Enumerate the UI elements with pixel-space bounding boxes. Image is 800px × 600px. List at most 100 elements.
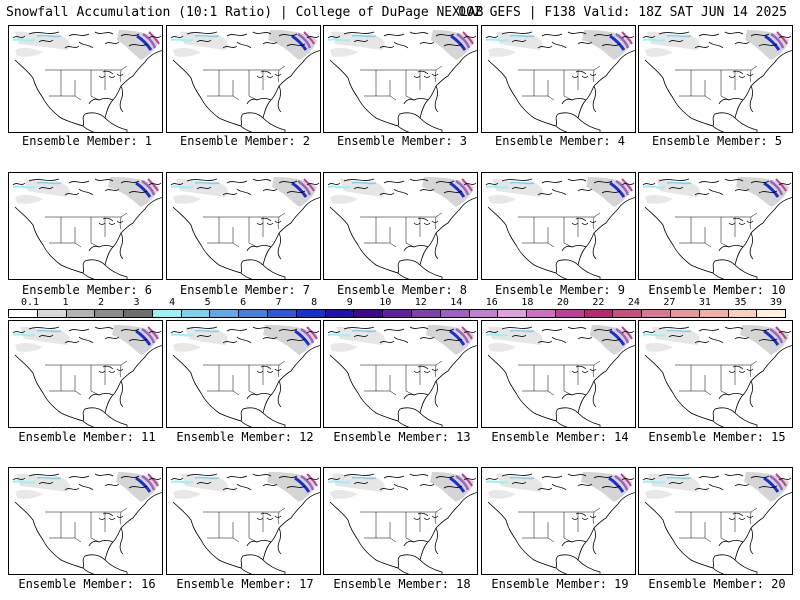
- colorbar-swatch: [642, 310, 671, 317]
- ensemble-member-map: [638, 172, 793, 280]
- colorbar-tick-label: 22: [592, 297, 605, 308]
- north-america-map: [9, 26, 162, 132]
- ensemble-member-map: [481, 172, 636, 280]
- colorbar-swatch: [555, 310, 585, 317]
- ensemble-member-caption: Ensemble Member: 12: [176, 430, 314, 444]
- ensemble-member-caption: Ensemble Member: 13: [333, 430, 471, 444]
- colorbar-swatch: [95, 310, 125, 317]
- north-america-map: [324, 173, 477, 279]
- colorbar-tick-label: 18: [521, 297, 534, 308]
- ensemble-member-map: [323, 467, 478, 575]
- ensemble-member-caption: Ensemble Member: 10: [648, 283, 786, 297]
- ensemble-member-caption: Ensemble Member: 20: [648, 577, 786, 591]
- colorbar-labels: 0.1 1 2 3 4 5 6 7 8 9 10 12 14 16 18 20 22 24 27 31 35 39: [8, 297, 788, 309]
- colorbar-swatch: [383, 310, 412, 317]
- north-america-map: [167, 468, 320, 574]
- north-america-map: [639, 173, 792, 279]
- model-run-info: 00Z GEFS | F138 Valid: 18Z SAT JUN 14 20…: [458, 5, 787, 20]
- north-america-map: [324, 26, 477, 132]
- north-america-map: [167, 321, 320, 427]
- colorbar-tick-label: 8: [311, 297, 318, 308]
- ensemble-member-map: [323, 25, 478, 133]
- north-america-map: [482, 173, 635, 279]
- colorbar-tick-label: 31: [698, 297, 711, 308]
- ensemble-member-map: [481, 320, 636, 428]
- colorbar-tick-label: 24: [627, 297, 640, 308]
- ensemble-member-caption: Ensemble Member: 2: [179, 134, 311, 148]
- ensemble-member-caption: Ensemble Member: 15: [648, 430, 786, 444]
- colorbar-swatch: [210, 310, 240, 317]
- colorbar-swatch: [152, 310, 182, 317]
- colorbar-swatch: [124, 310, 153, 317]
- ensemble-member-caption: Ensemble Member: 11: [18, 430, 156, 444]
- colorbar-tick-label: 20: [556, 297, 569, 308]
- colorbar-tick-label: 27: [663, 297, 676, 308]
- colorbar: [8, 309, 786, 318]
- colorbar-swatch: [498, 310, 528, 317]
- colorbar-swatch: [728, 310, 758, 317]
- ensemble-member-map: [481, 25, 636, 133]
- colorbar-tick-label: 1: [62, 297, 69, 308]
- ensemble-member-map: [166, 25, 321, 133]
- ensemble-member-caption: Ensemble Member: 3: [336, 134, 468, 148]
- ensemble-member-map: [166, 467, 321, 575]
- colorbar-swatch: [699, 310, 729, 317]
- colorbar-swatch: [239, 310, 269, 317]
- colorbar-swatch: [469, 310, 499, 317]
- north-america-map: [324, 468, 477, 574]
- ensemble-member-caption: Ensemble Member: 1: [21, 134, 153, 148]
- ensemble-member-caption: Ensemble Member: 19: [491, 577, 629, 591]
- colorbar-tick-label: 0.1: [20, 297, 40, 308]
- colorbar-swatch: [181, 310, 211, 317]
- north-america-map: [167, 26, 320, 132]
- colorbar-swatch: [584, 310, 614, 317]
- ensemble-member-map: [323, 320, 478, 428]
- north-america-map: [482, 468, 635, 574]
- colorbar-swatch: [268, 310, 297, 317]
- ensemble-member-map: [638, 467, 793, 575]
- north-america-map: [639, 26, 792, 132]
- colorbar-swatch: [9, 310, 38, 317]
- colorbar-tick-label: 10: [379, 297, 392, 308]
- ensemble-member-map: [8, 320, 163, 428]
- ensemble-member-map: [166, 172, 321, 280]
- map-title: Snowfall Accumulation (10:1 Ratio) | Col…: [6, 5, 484, 20]
- ensemble-member-caption: Ensemble Member: 4: [494, 134, 626, 148]
- ensemble-member-caption: Ensemble Member: 5: [651, 134, 783, 148]
- colorbar-tick-label: 12: [414, 297, 427, 308]
- colorbar-swatch: [296, 310, 326, 317]
- ensemble-member-map: [481, 467, 636, 575]
- colorbar-tick-label: 7: [275, 297, 282, 308]
- ensemble-member-map: [8, 172, 163, 280]
- north-america-map: [167, 173, 320, 279]
- colorbar-swatch: [670, 310, 700, 317]
- ensemble-member-map: [166, 320, 321, 428]
- colorbar-swatch: [757, 310, 786, 317]
- colorbar-tick-label: 6: [240, 297, 247, 308]
- ensemble-member-caption: Ensemble Member: 8: [336, 283, 468, 297]
- colorbar-swatch: [66, 310, 96, 317]
- colorbar-swatch: [527, 310, 556, 317]
- colorbar-swatch: [440, 310, 470, 317]
- north-america-map: [9, 173, 162, 279]
- ensemble-member-caption: Ensemble Member: 16: [18, 577, 156, 591]
- colorbar-swatch: [354, 310, 384, 317]
- colorbar-tick-label: 39: [769, 297, 783, 308]
- colorbar-tick-label: 9: [346, 297, 353, 308]
- colorbar-tick-label: 2: [98, 297, 105, 308]
- ensemble-member-caption: Ensemble Member: 18: [333, 577, 471, 591]
- north-america-map: [639, 321, 792, 427]
- colorbar-tick-label: 16: [485, 297, 498, 308]
- colorbar-tick-label: 35: [734, 297, 747, 308]
- ensemble-member-map: [638, 25, 793, 133]
- colorbar-tick-label: 3: [133, 297, 140, 308]
- ensemble-member-map: [8, 25, 163, 133]
- north-america-map: [324, 321, 477, 427]
- ensemble-member-caption: Ensemble Member: 9: [494, 283, 626, 297]
- colorbar-swatch: [411, 310, 441, 317]
- ensemble-member-caption: Ensemble Member: 7: [179, 283, 311, 297]
- colorbar-swatch: [37, 310, 67, 317]
- ensemble-member-map: [8, 467, 163, 575]
- north-america-map: [9, 321, 162, 427]
- north-america-map: [482, 321, 635, 427]
